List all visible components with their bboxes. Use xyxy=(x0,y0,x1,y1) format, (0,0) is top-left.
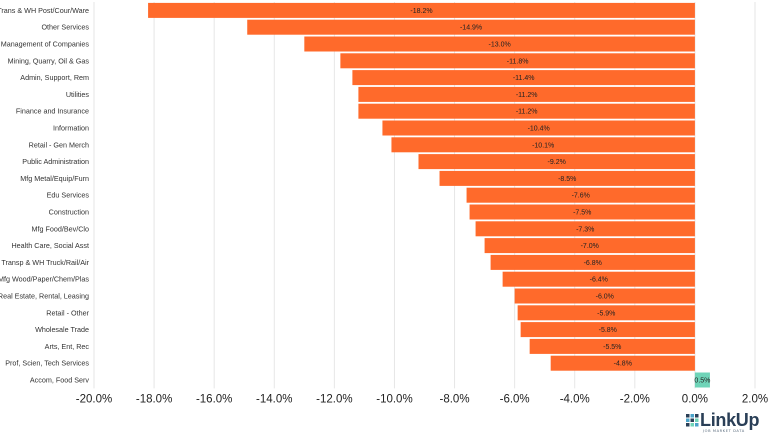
category-label: Utilities xyxy=(66,90,90,99)
value-label: -11.8% xyxy=(507,58,529,65)
category-label: Management of Companies xyxy=(1,40,90,49)
value-label: -4.8% xyxy=(614,361,632,368)
value-label: -11.2% xyxy=(516,109,538,116)
category-label: Finance and Insurance xyxy=(16,107,89,116)
value-label: -7.6% xyxy=(572,193,590,200)
value-label: -7.3% xyxy=(576,226,594,233)
bar xyxy=(340,53,695,69)
bar xyxy=(352,70,695,86)
bars xyxy=(148,2,710,388)
category-label: Accom, Food Serv xyxy=(30,376,90,385)
value-label: -5.8% xyxy=(599,327,617,334)
x-tick-label: 0.0% xyxy=(682,393,708,405)
x-tick-label: -16.0% xyxy=(196,393,232,405)
category-label: Mining, Quarry, Oil & Gas xyxy=(8,56,90,65)
value-label: -7.5% xyxy=(573,210,591,217)
category-label: Prof, Scien, Tech Services xyxy=(5,359,89,368)
value-label: -6.0% xyxy=(596,294,614,301)
value-label: -8.5% xyxy=(558,176,576,183)
x-tick-label: 2.0% xyxy=(742,393,768,405)
bar xyxy=(517,305,695,321)
x-tick-label: -20.0% xyxy=(76,393,112,405)
value-label: -10.1% xyxy=(532,142,554,149)
bar xyxy=(391,137,695,153)
bar-chart: Trans & WH Post/Cour/Ware Other Services M… xyxy=(0,2,768,405)
bar xyxy=(514,288,695,304)
value-label: -13.0% xyxy=(489,42,511,49)
linkup-logo: LinkUp JOB MARKET DATA xyxy=(686,410,768,435)
x-tick-label: -14.0% xyxy=(256,393,292,405)
bar xyxy=(694,372,710,388)
bar xyxy=(475,221,695,237)
category-label: Health Care, Social Asst xyxy=(11,241,89,250)
value-label: -5.5% xyxy=(603,344,621,351)
value-label: -14.9% xyxy=(460,25,482,32)
logo-tagline: JOB MARKET DATA xyxy=(703,429,745,433)
x-tick-label: -8.0% xyxy=(440,393,470,405)
value-label: -11.4% xyxy=(513,75,535,82)
value-label: -7.0% xyxy=(581,243,599,250)
bar xyxy=(520,322,695,338)
x-tick-label: -6.0% xyxy=(500,393,530,405)
bar xyxy=(469,204,695,220)
category-labels: Trans & WH Post/Cour/Ware Other Services M… xyxy=(0,6,90,385)
category-label: Real Estate, Rental, Leasing xyxy=(0,292,89,301)
bar xyxy=(382,120,695,136)
value-labels: -18.2% -14.9% -13.0% -11.8% -11.4% -11.2% -11.… xyxy=(410,8,710,385)
bar xyxy=(247,19,695,35)
bar xyxy=(439,170,695,186)
category-label: Mfg Wood/Paper/Chem/Plas xyxy=(0,275,89,284)
bar xyxy=(148,2,695,18)
x-tick-label: -12.0% xyxy=(316,393,352,405)
bar xyxy=(502,271,695,287)
value-label: -9.2% xyxy=(548,159,566,166)
category-label: Transp & WH Truck/Rail/Air xyxy=(1,258,89,267)
category-label: Construction xyxy=(49,208,89,217)
category-label: Admin, Support, Rem xyxy=(20,73,89,82)
bar xyxy=(529,338,695,354)
value-label: -5.9% xyxy=(597,310,615,317)
x-tick-label: -10.0% xyxy=(376,393,412,405)
value-label: -6.4% xyxy=(590,277,608,284)
category-label: Mfg Food/Bev/Clo xyxy=(31,224,89,233)
category-label: Arts, Ent, Rec xyxy=(45,342,90,351)
bar xyxy=(466,187,695,203)
bar xyxy=(550,355,695,371)
value-label: -6.8% xyxy=(584,260,602,267)
category-label: Retail - Other xyxy=(46,308,89,317)
x-axis-tick-labels: -20.0% -18.0% -16.0% -14.0% -12.0% -10.0% -8.0… xyxy=(76,393,768,405)
category-label: Trans & WH Post/Cour/Ware xyxy=(0,6,89,15)
bar xyxy=(358,103,695,119)
logo-wordmark: LinkUp xyxy=(700,410,760,430)
category-label: Retail - Gen Merch xyxy=(29,140,89,149)
bar xyxy=(418,154,695,170)
value-label: 0.5% xyxy=(694,378,710,385)
value-label: -11.2% xyxy=(516,92,538,99)
value-label: -18.2% xyxy=(410,8,432,15)
bar xyxy=(358,86,695,102)
x-tick-label: -4.0% xyxy=(560,393,590,405)
category-label: Public Administration xyxy=(22,157,89,166)
category-label: Information xyxy=(53,124,89,133)
category-label: Mfg Metal/Equip/Furn xyxy=(20,174,89,183)
bar xyxy=(484,238,695,254)
linkup-logo-icon xyxy=(686,414,699,427)
x-tick-label: -18.0% xyxy=(136,393,172,405)
bar xyxy=(304,36,695,52)
bar xyxy=(490,254,695,270)
category-label: Other Services xyxy=(41,23,89,32)
value-label: -10.4% xyxy=(528,126,550,133)
x-tick-label: -2.0% xyxy=(620,393,650,405)
category-label: Edu Services xyxy=(47,191,90,200)
category-label: Wholesale Trade xyxy=(35,325,89,334)
